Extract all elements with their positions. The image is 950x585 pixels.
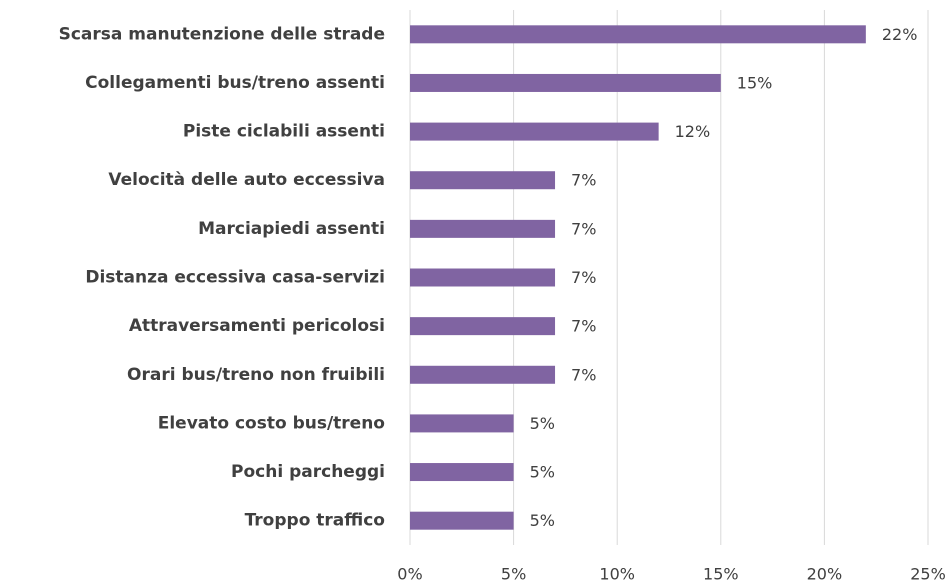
y-tick-label: Orari bus/treno non fruibili bbox=[127, 365, 385, 385]
x-tick-label: 15% bbox=[703, 565, 739, 584]
y-tick-label: Collegamenti bus/treno assenti bbox=[85, 73, 385, 93]
data-label: 12% bbox=[675, 122, 711, 141]
y-tick-label: Attraversamenti pericolosi bbox=[129, 316, 385, 336]
bar bbox=[410, 25, 866, 44]
x-tick-label: 0% bbox=[397, 565, 422, 584]
bar bbox=[410, 219, 556, 238]
data-label: 7% bbox=[571, 365, 596, 384]
bar bbox=[410, 463, 514, 482]
data-label: 7% bbox=[571, 317, 596, 336]
data-label: 7% bbox=[571, 268, 596, 287]
y-tick-label: Pochi parcheggi bbox=[231, 462, 385, 482]
data-label: 22% bbox=[882, 25, 918, 44]
data-label: 7% bbox=[571, 219, 596, 238]
bar bbox=[410, 511, 514, 530]
x-tick-label: 10% bbox=[599, 565, 635, 584]
y-tick-label: Piste ciclabili assenti bbox=[183, 122, 385, 142]
data-label: 5% bbox=[530, 511, 555, 530]
y-tick-label: Troppo traffico bbox=[245, 511, 385, 531]
data-label: 7% bbox=[571, 171, 596, 190]
data-label: 5% bbox=[530, 463, 555, 482]
data-label: 15% bbox=[737, 73, 773, 92]
bar bbox=[410, 365, 556, 384]
bar bbox=[410, 122, 659, 141]
bar bbox=[410, 171, 556, 190]
y-tick-label: Velocità delle auto eccessiva bbox=[108, 170, 385, 190]
x-tick-label: 25% bbox=[910, 565, 946, 584]
bar bbox=[410, 414, 514, 433]
x-tick-label: 20% bbox=[807, 565, 843, 584]
bar bbox=[410, 317, 556, 336]
y-tick-label: Scarsa manutenzione delle strade bbox=[59, 24, 385, 44]
bar bbox=[410, 73, 721, 92]
y-tick-label: Distanza eccessiva casa-servizi bbox=[85, 268, 385, 288]
y-tick-label: Marciapiedi assenti bbox=[198, 219, 385, 239]
x-tick-label: 5% bbox=[501, 565, 526, 584]
bar bbox=[410, 268, 556, 287]
y-tick-label: Elevato costo bus/treno bbox=[158, 413, 385, 433]
data-label: 5% bbox=[530, 414, 555, 433]
